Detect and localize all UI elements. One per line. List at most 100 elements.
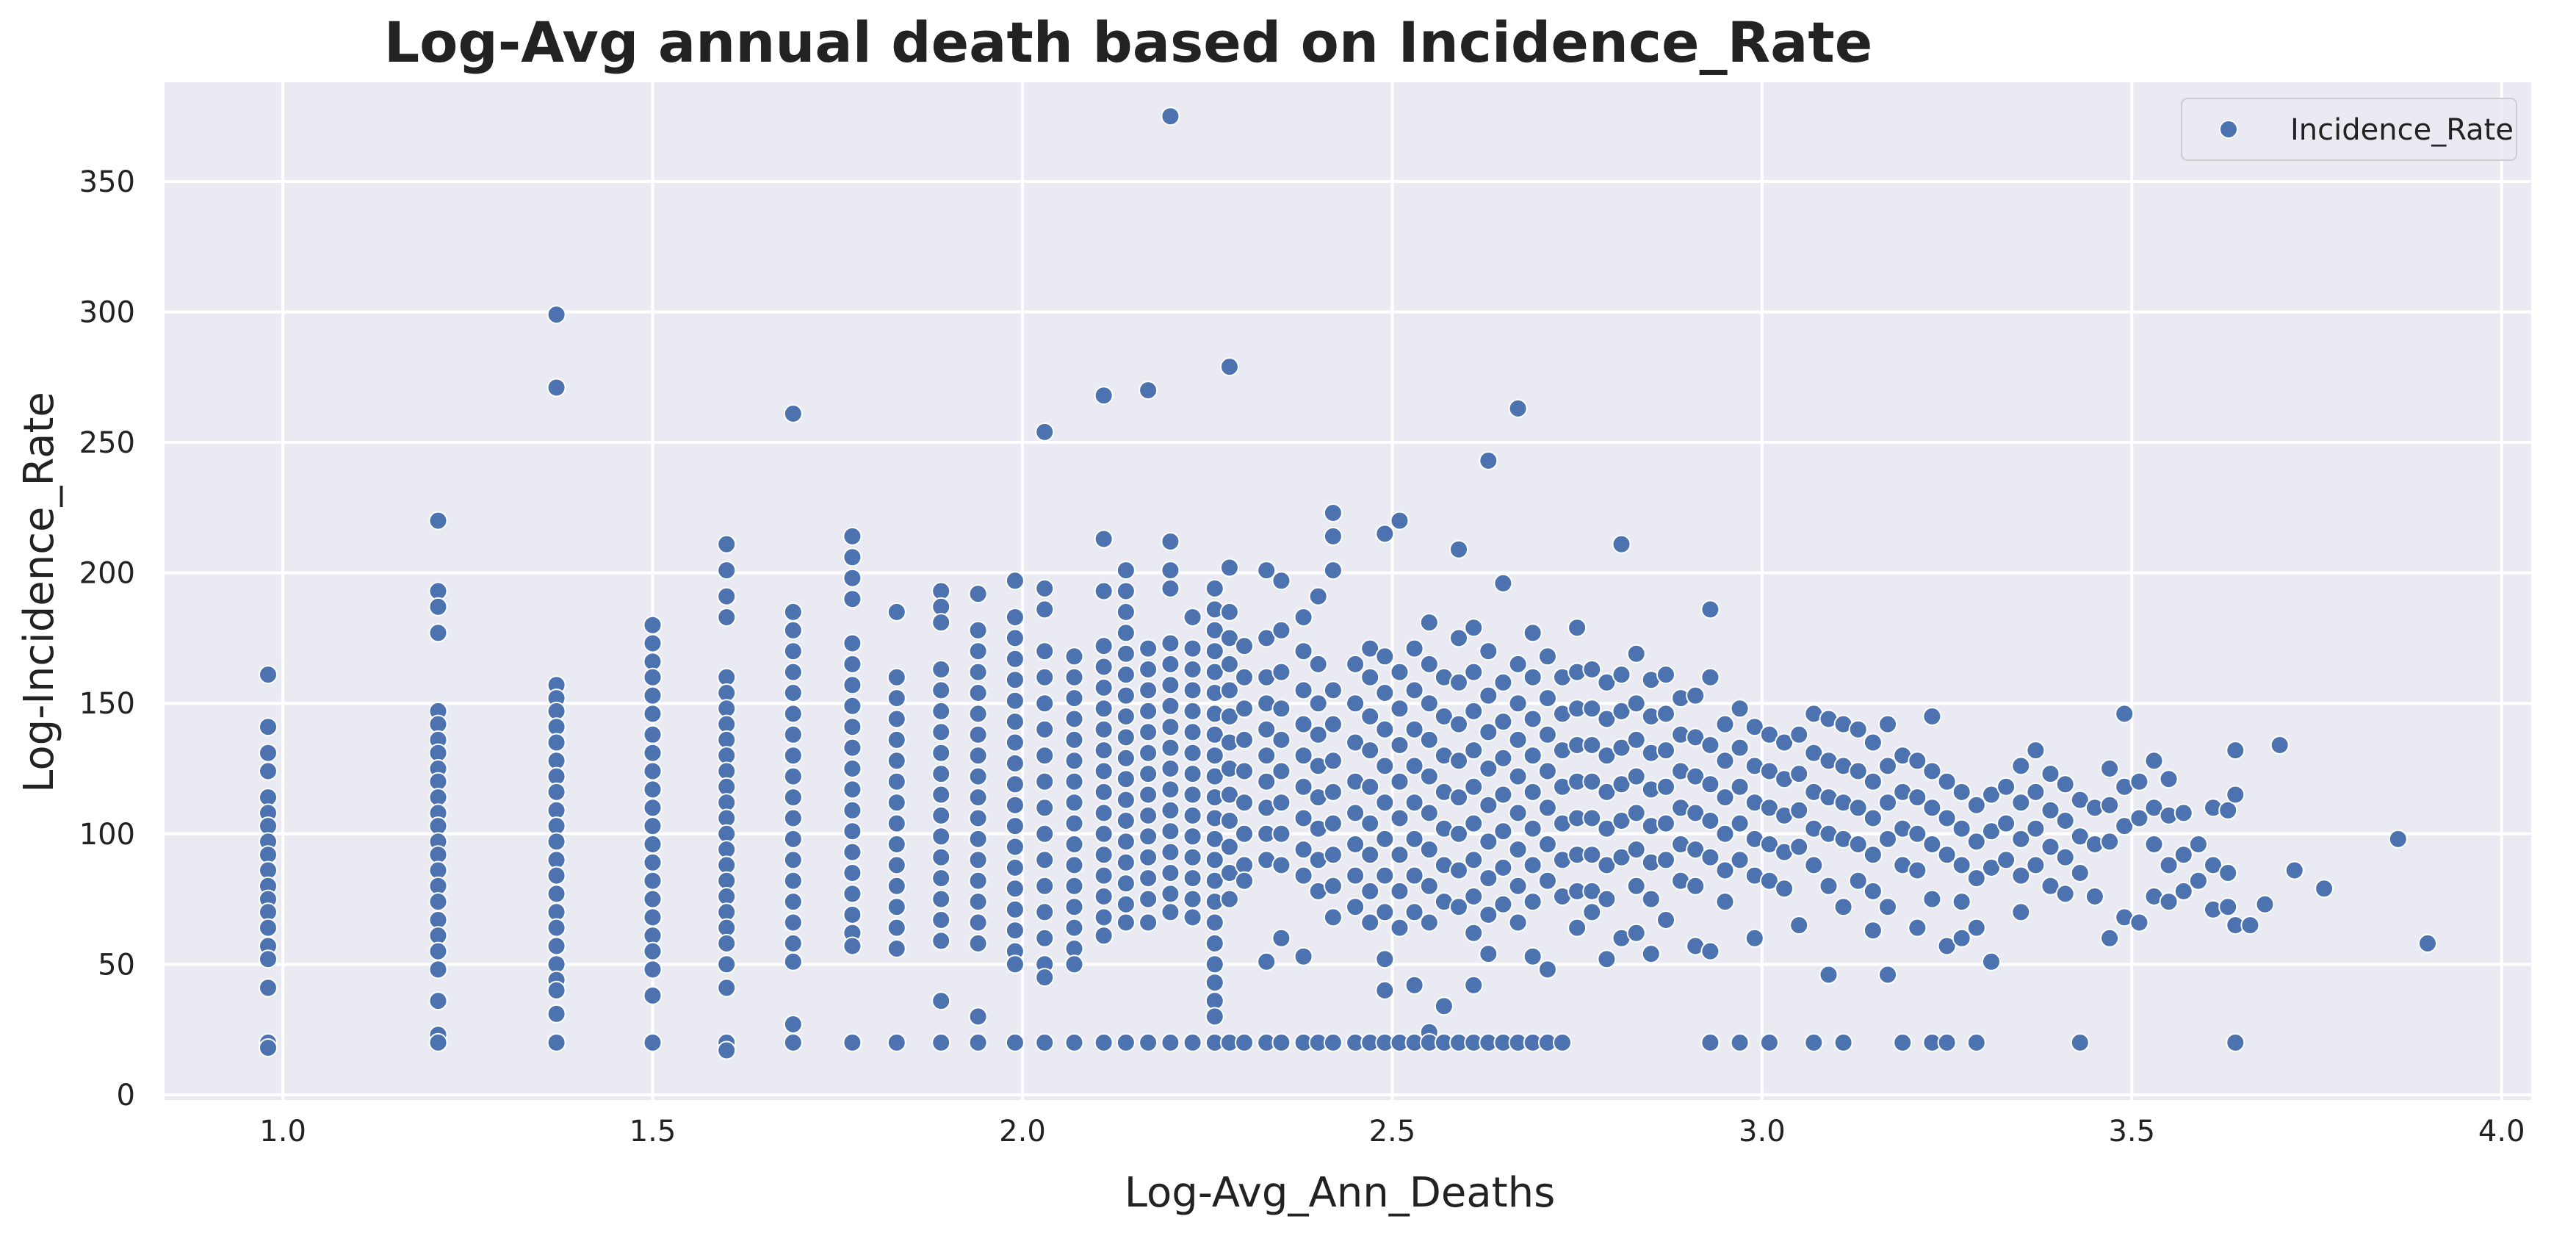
data-point: [1161, 675, 1180, 695]
data-point: [1235, 793, 1254, 813]
data-point: [1116, 769, 1136, 789]
data-point: [887, 793, 906, 813]
data-point: [887, 835, 906, 854]
data-point: [1937, 845, 1957, 865]
data-point: [1878, 714, 1897, 734]
data-point: [1064, 876, 1084, 896]
data-point: [1523, 855, 1543, 875]
data-point: [1493, 858, 1513, 877]
data-point: [968, 871, 988, 891]
data-point: [931, 931, 951, 951]
data-point: [843, 738, 862, 758]
data-point: [1582, 736, 1602, 755]
data-point: [546, 936, 566, 956]
data-point: [1390, 808, 1410, 828]
legend-label: Incidence_Rate: [2290, 113, 2514, 147]
data-point: [1294, 680, 1313, 700]
data-point: [1745, 928, 1764, 948]
data-point: [717, 933, 737, 953]
data-point: [1908, 788, 1927, 808]
data-point: [1139, 701, 1158, 721]
data-point: [1235, 761, 1254, 781]
data-point: [1464, 975, 1484, 995]
data-point: [1035, 928, 1055, 948]
data-point: [1523, 819, 1543, 838]
data-point: [1005, 628, 1025, 648]
data-point: [1922, 761, 1942, 781]
data-point: [1235, 667, 1254, 687]
data-point: [1205, 746, 1224, 766]
data-point: [1597, 672, 1617, 692]
data-point: [1346, 733, 1365, 752]
data-point: [783, 871, 803, 891]
data-point: [1360, 813, 1380, 833]
data-point: [1035, 600, 1055, 619]
data-point: [1035, 719, 1055, 739]
data-point: [1257, 952, 1277, 971]
data-point: [1656, 665, 1675, 685]
data-point: [1982, 821, 2001, 841]
data-point: [1537, 725, 1557, 744]
data-point: [1064, 835, 1084, 854]
data-point: [1922, 889, 1942, 909]
data-point: [1064, 688, 1084, 708]
data-point: [643, 667, 663, 687]
data-point: [2418, 933, 2437, 953]
data-point: [1479, 450, 1498, 470]
data-point: [1700, 774, 1720, 794]
data-point: [968, 725, 988, 744]
data-point: [1323, 845, 1343, 865]
data-point: [1775, 733, 1794, 752]
data-point: [1582, 660, 1602, 679]
data-point: [968, 641, 988, 661]
data-point: [1419, 654, 1439, 674]
data-point: [1419, 803, 1439, 823]
data-point: [1005, 712, 1025, 732]
data-point: [1863, 845, 1883, 865]
y-tick-label: 100: [79, 818, 135, 852]
data-point: [643, 889, 663, 909]
data-point: [2026, 855, 2046, 875]
data-point: [2129, 913, 2149, 932]
data-point: [783, 892, 803, 912]
data-point: [1493, 785, 1513, 805]
data-point: [1271, 761, 1291, 781]
data-point: [1582, 845, 1602, 865]
x-tick-label: 3.5: [2108, 1115, 2155, 1148]
data-point: [1922, 835, 1942, 854]
data-point: [1064, 647, 1084, 666]
data-point: [1419, 840, 1439, 860]
data-point: [1449, 714, 1468, 734]
data-point: [546, 305, 566, 325]
data-point: [887, 688, 906, 708]
data-point: [1205, 954, 1224, 974]
data-point: [1390, 881, 1410, 901]
data-point: [1908, 860, 1927, 880]
data-point: [2188, 871, 2208, 891]
data-point: [1419, 766, 1439, 786]
data-point: [1323, 751, 1343, 771]
data-point: [643, 704, 663, 724]
data-point: [1219, 680, 1239, 700]
data-point: [1257, 772, 1277, 791]
data-point: [1597, 949, 1617, 969]
data-point: [968, 766, 988, 786]
data-point: [2315, 879, 2334, 899]
data-point: [1479, 641, 1498, 661]
data-point: [1715, 860, 1735, 880]
data-point: [1271, 793, 1291, 813]
data-point: [428, 597, 448, 616]
data-point: [1523, 709, 1543, 729]
data-point: [1966, 1032, 1986, 1052]
data-point: [783, 1032, 803, 1052]
data-point: [2240, 916, 2260, 935]
chart-title: Log-Avg annual death based on Incidence_…: [384, 10, 1873, 75]
data-point: [1464, 741, 1484, 761]
data-point: [259, 978, 278, 998]
data-point: [1064, 751, 1084, 771]
data-point: [1479, 832, 1498, 852]
data-point: [931, 680, 951, 700]
data-point: [1308, 694, 1328, 713]
data-point: [1035, 876, 1055, 896]
data-point: [1656, 850, 1675, 870]
